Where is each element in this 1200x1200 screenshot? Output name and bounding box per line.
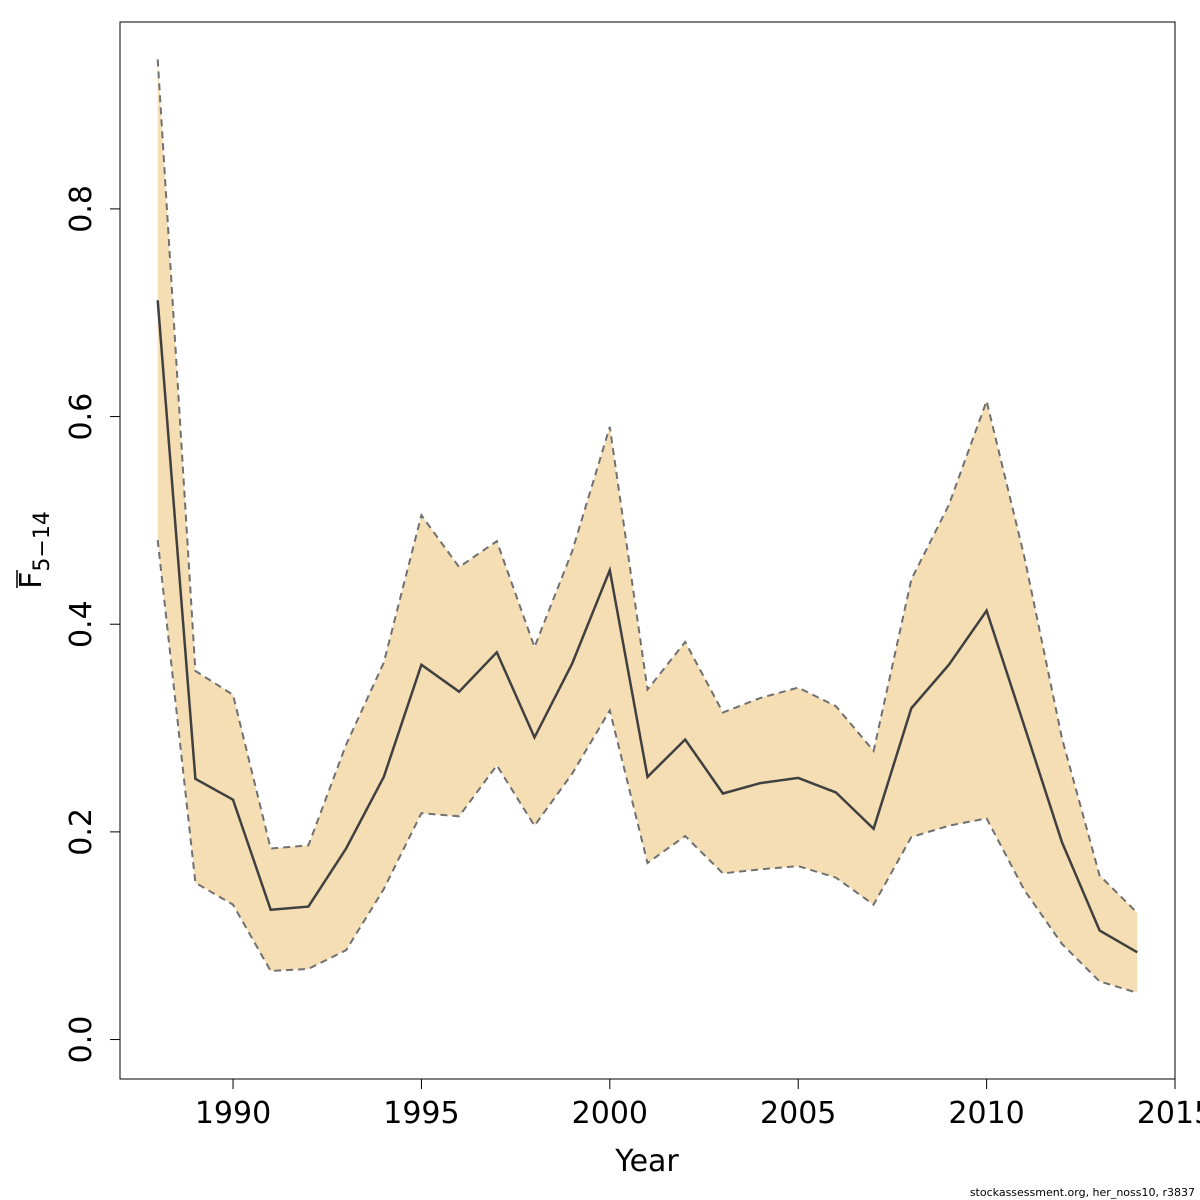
lower-bound-line <box>156 539 1138 994</box>
y-tick-label: 0.2 <box>64 808 99 856</box>
y-tick-label: 0.0 <box>64 1016 99 1064</box>
x-tick-label: 2010 <box>948 1096 1024 1131</box>
y-tick-label: 0.6 <box>64 393 99 441</box>
confidence-band-layer <box>157 59 1138 993</box>
y-axis: 0.0 0.2 0.4 0.6 0.8 <box>64 185 120 1063</box>
svg-text:F5−14: F5−14 <box>14 511 55 589</box>
y-tick-label: 0.4 <box>64 600 99 648</box>
y-axis-title: F5−14 <box>14 511 55 589</box>
confidence-band <box>157 59 1138 993</box>
y-axis-title-subscript: 5−14 <box>30 511 55 571</box>
x-axis-title: Year <box>614 1144 679 1179</box>
x-tick-label: 2000 <box>572 1096 648 1131</box>
y-axis-title-main: F <box>14 572 49 589</box>
x-tick-label: 2005 <box>760 1096 836 1131</box>
x-tick-label: 2015 <box>1137 1096 1200 1131</box>
plot-frame <box>119 21 1176 1080</box>
y-tick-label: 0.8 <box>64 185 99 233</box>
x-tick-label: 1995 <box>383 1096 459 1131</box>
estimate-line <box>156 300 1138 954</box>
footer-credit: stockassessment.org, her_noss10, r3837 <box>970 1186 1195 1199</box>
x-tick-label: 1990 <box>195 1096 271 1131</box>
upper-bound-line <box>156 59 1139 914</box>
x-axis: 1990 1995 2000 2005 2010 2015 <box>195 1079 1200 1131</box>
series-line-layer <box>156 59 1139 994</box>
